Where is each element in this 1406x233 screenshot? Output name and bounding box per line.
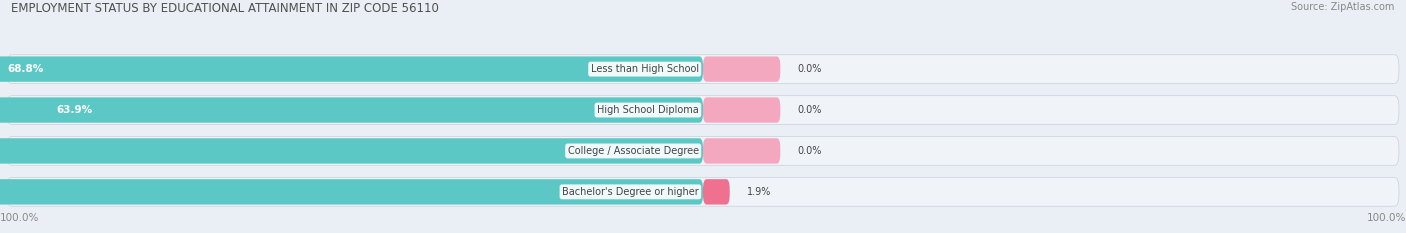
Text: Bachelor's Degree or higher: Bachelor's Degree or higher bbox=[562, 187, 699, 197]
FancyBboxPatch shape bbox=[7, 55, 1399, 83]
Text: Less than High School: Less than High School bbox=[591, 64, 699, 74]
Text: 68.8%: 68.8% bbox=[8, 64, 44, 74]
FancyBboxPatch shape bbox=[7, 137, 1399, 165]
Text: 0.0%: 0.0% bbox=[797, 64, 821, 74]
Text: 1.9%: 1.9% bbox=[747, 187, 770, 197]
FancyBboxPatch shape bbox=[0, 138, 703, 164]
FancyBboxPatch shape bbox=[703, 179, 730, 205]
Text: EMPLOYMENT STATUS BY EDUCATIONAL ATTAINMENT IN ZIP CODE 56110: EMPLOYMENT STATUS BY EDUCATIONAL ATTAINM… bbox=[11, 2, 439, 15]
Text: College / Associate Degree: College / Associate Degree bbox=[568, 146, 699, 156]
FancyBboxPatch shape bbox=[7, 96, 1399, 124]
Text: 63.9%: 63.9% bbox=[56, 105, 93, 115]
Text: 100.0%: 100.0% bbox=[0, 213, 39, 223]
Text: 0.0%: 0.0% bbox=[797, 146, 821, 156]
Text: Source: ZipAtlas.com: Source: ZipAtlas.com bbox=[1291, 2, 1395, 12]
Text: High School Diploma: High School Diploma bbox=[598, 105, 699, 115]
FancyBboxPatch shape bbox=[0, 97, 703, 123]
Text: 100.0%: 100.0% bbox=[1367, 213, 1406, 223]
FancyBboxPatch shape bbox=[0, 56, 703, 82]
Text: 0.0%: 0.0% bbox=[797, 105, 821, 115]
FancyBboxPatch shape bbox=[703, 56, 780, 82]
FancyBboxPatch shape bbox=[0, 179, 703, 205]
FancyBboxPatch shape bbox=[703, 138, 780, 164]
FancyBboxPatch shape bbox=[7, 178, 1399, 206]
FancyBboxPatch shape bbox=[703, 97, 780, 123]
